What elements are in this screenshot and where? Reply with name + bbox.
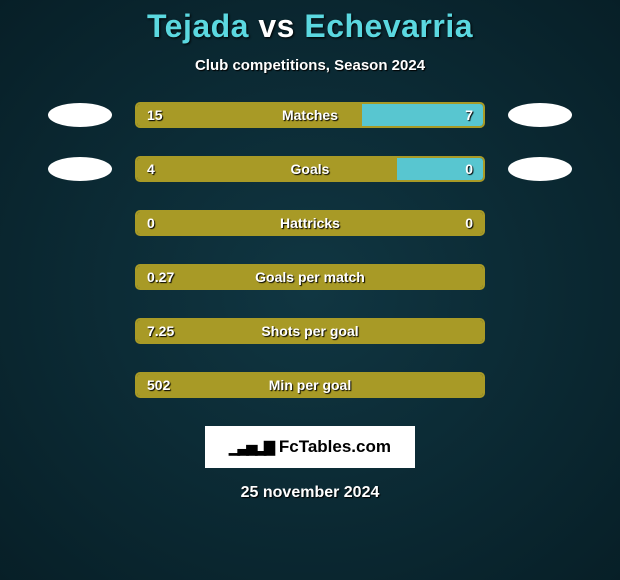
flag-icon: [508, 103, 572, 127]
left-value: 0.27: [147, 269, 174, 285]
stat-label: Matches: [282, 107, 338, 123]
left-value: 0: [147, 215, 155, 231]
stat-bar: 502 Min per goal: [135, 372, 485, 398]
flag-icon: [48, 103, 112, 127]
page-title: Tejada vs Echevarria: [0, 8, 620, 45]
stat-bar: 0.27 Goals per match: [135, 264, 485, 290]
stat-label: Shots per goal: [261, 323, 358, 339]
stat-row: 7.25 Shots per goal: [0, 318, 620, 344]
stat-row: 4 Goals 0: [0, 156, 620, 182]
stat-row: 0 Hattricks 0: [0, 210, 620, 236]
left-value: 7.25: [147, 323, 174, 339]
stat-bar: 4 Goals 0: [135, 156, 485, 182]
stat-bar: 15 Matches 7: [135, 102, 485, 128]
logo-text: FcTables.com: [279, 437, 391, 457]
stat-row: 0.27 Goals per match: [0, 264, 620, 290]
left-flag-slot: [25, 103, 135, 127]
right-flag-slot: [485, 157, 595, 181]
stat-rows: 15 Matches 7 4 Goals 0 0 Hattricks 0 0.27 Goals pe…: [0, 102, 620, 398]
vs-label: vs: [258, 8, 295, 44]
date-label: 25 november 2024: [0, 484, 620, 502]
stat-label: Goals per match: [255, 269, 365, 285]
stat-bar: 7.25 Shots per goal: [135, 318, 485, 344]
player1-name: Tejada: [147, 8, 249, 44]
right-value: 7: [465, 107, 473, 123]
flag-icon: [508, 157, 572, 181]
left-flag-slot: [25, 157, 135, 181]
flag-icon: [48, 157, 112, 181]
logo-box: ▁▃▅▂▇ FcTables.com: [205, 426, 415, 468]
stat-row: 15 Matches 7: [0, 102, 620, 128]
right-flag-slot: [485, 103, 595, 127]
comparison-infographic: Tejada vs Echevarria Club competitions, …: [0, 0, 620, 502]
stat-label: Hattricks: [280, 215, 340, 231]
left-value: 15: [147, 107, 163, 123]
chart-icon: ▁▃▅▂▇: [229, 439, 273, 456]
stat-bar: 0 Hattricks 0: [135, 210, 485, 236]
stat-label: Min per goal: [269, 377, 351, 393]
player2-name: Echevarria: [304, 8, 473, 44]
stat-label: Goals: [291, 161, 330, 177]
stat-row: 502 Min per goal: [0, 372, 620, 398]
subtitle: Club competitions, Season 2024: [0, 57, 620, 74]
bar-left-fill: [137, 158, 397, 180]
right-value: 0: [465, 215, 473, 231]
right-value: 0: [465, 161, 473, 177]
left-value: 502: [147, 377, 170, 393]
left-value: 4: [147, 161, 155, 177]
